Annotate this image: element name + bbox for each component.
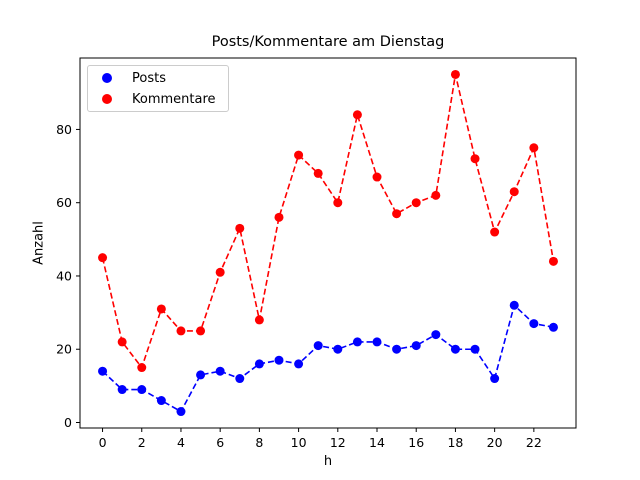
data-point-posts (490, 374, 500, 384)
data-point-posts (392, 344, 402, 354)
data-point-kommentare (548, 256, 558, 266)
data-point-kommentare (254, 315, 264, 325)
data-point-posts (431, 330, 441, 340)
data-point-kommentare (235, 223, 245, 233)
x-tick-label: 16 (408, 435, 424, 450)
data-point-kommentare (196, 326, 206, 336)
x-tick-label: 18 (447, 435, 463, 450)
data-point-posts (313, 341, 323, 351)
x-tick-label: 20 (487, 435, 503, 450)
data-point-kommentare (392, 209, 402, 219)
data-point-kommentare (529, 143, 539, 153)
x-axis-ticks: 0 2 4 6 8 10 12 14 16 18 20 22 (99, 428, 542, 450)
data-point-kommentare (313, 168, 323, 178)
data-point-kommentare (490, 227, 500, 237)
data-point-kommentare (156, 304, 166, 314)
data-point-kommentare (274, 212, 284, 222)
x-tick-label: 8 (255, 435, 263, 450)
data-point-posts (294, 359, 304, 369)
x-axis-label: h (323, 454, 333, 469)
data-point-posts (372, 337, 382, 347)
data-point-kommentare (176, 326, 186, 336)
x-tick-label: 22 (526, 435, 542, 450)
data-point-kommentare (470, 154, 480, 164)
data-point-posts (235, 374, 245, 384)
kommentare-marker-icon (102, 94, 112, 104)
data-point-kommentare (98, 253, 108, 263)
series-layer (98, 69, 558, 417)
series-line-posts (102, 303, 554, 413)
data-point-posts (215, 366, 225, 376)
y-axis-ticks: 0 20 40 60 80 (56, 122, 80, 430)
y-tick-label: 20 (56, 342, 72, 357)
legend-item-posts: Posts (88, 68, 166, 88)
x-tick-label: 6 (216, 435, 224, 450)
data-point-kommentare (333, 198, 343, 208)
data-point-kommentare (117, 337, 127, 347)
data-point-kommentare (215, 267, 225, 277)
data-point-posts (176, 407, 186, 417)
x-tick-label: 0 (99, 435, 107, 450)
data-point-posts (352, 337, 362, 347)
data-point-posts (509, 300, 519, 310)
data-point-kommentare (450, 69, 460, 79)
posts-marker-icon (102, 73, 112, 83)
legend: Posts Kommentare (87, 65, 229, 112)
legend-label-kommentare: Kommentare (132, 91, 216, 107)
data-point-posts (450, 344, 460, 354)
x-tick-label: 14 (369, 435, 385, 450)
legend-label-posts: Posts (132, 70, 166, 86)
data-point-kommentare (352, 110, 362, 120)
legend-item-kommentare: Kommentare (88, 89, 216, 109)
plot-area (79, 57, 577, 429)
data-point-posts (333, 344, 343, 354)
series-line-kommentare (101, 74, 555, 370)
data-point-posts (98, 366, 108, 376)
y-axis-label: Anzahl (31, 221, 47, 265)
data-point-posts (411, 341, 421, 351)
data-point-kommentare (411, 198, 421, 208)
y-tick-label: 60 (56, 195, 72, 210)
data-point-posts (137, 385, 147, 395)
data-point-posts (548, 322, 558, 332)
data-point-posts (274, 355, 284, 365)
data-point-posts (529, 319, 539, 329)
y-tick-label: 80 (56, 122, 72, 137)
chart-title: Posts/Kommentare am Dienstag (211, 34, 445, 50)
data-point-posts (254, 359, 264, 369)
x-tick-label: 2 (138, 435, 146, 450)
data-point-kommentare (372, 172, 382, 182)
x-tick-label: 12 (330, 435, 346, 450)
data-point-kommentare (509, 187, 519, 197)
data-point-posts (196, 370, 206, 380)
data-point-kommentare (431, 190, 441, 200)
data-point-posts (470, 344, 480, 354)
data-point-kommentare (294, 150, 304, 160)
data-point-posts (117, 385, 127, 395)
data-point-posts (156, 396, 166, 406)
x-tick-label: 10 (291, 435, 307, 450)
x-tick-label: 4 (177, 435, 185, 450)
data-point-kommentare (137, 363, 147, 373)
y-tick-label: 0 (64, 415, 72, 430)
y-tick-label: 40 (56, 268, 72, 283)
